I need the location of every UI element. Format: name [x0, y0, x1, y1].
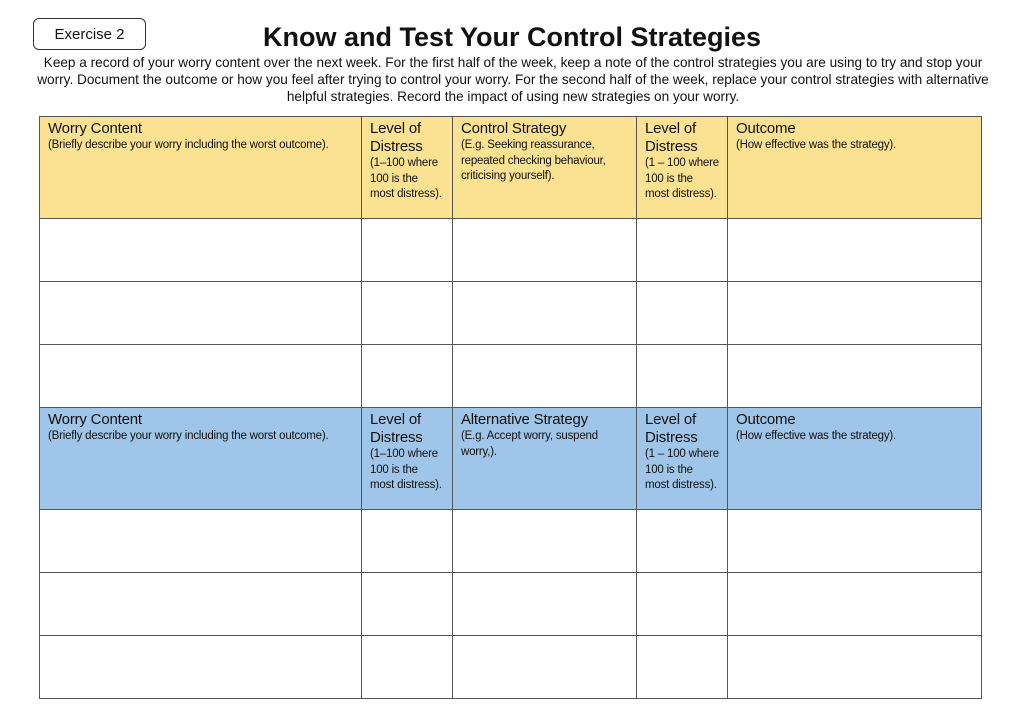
header-worry-content: Worry Content (Briefly describe your worr…: [39, 407, 362, 510]
entry-cell[interactable]: [452, 509, 637, 573]
entry-cell[interactable]: [39, 635, 362, 699]
column-title: Control Strategy: [461, 120, 567, 137]
entry-cell[interactable]: [636, 344, 728, 408]
column-subtitle: (1 – 100 where 100 is the most distress)…: [645, 448, 719, 491]
header-distress-before: Level of Distress (1–100 where 100 is the…: [361, 407, 453, 510]
column-subtitle: (1–100 where 100 is the most distress).: [370, 448, 442, 491]
header-distress-after: Level of Distress (1 – 100 where 100 is t…: [636, 407, 728, 510]
header-distress-before: Level of Distress (1–100 where 100 is the…: [361, 116, 453, 219]
header-worry-content: Worry Content (Briefly describe your worr…: [39, 116, 362, 219]
entry-cell[interactable]: [361, 281, 453, 345]
header-outcome: Outcome (How effective was the strategy).: [727, 116, 982, 219]
entry-cell[interactable]: [727, 344, 982, 408]
control-header-row: Worry Content (Briefly describe your worr…: [39, 116, 982, 219]
entry-cell[interactable]: [727, 572, 982, 636]
entry-cell[interactable]: [39, 344, 362, 408]
table-row: [39, 509, 982, 573]
entry-cell[interactable]: [452, 218, 637, 282]
entry-cell[interactable]: [636, 509, 728, 573]
header-distress-after: Level of Distress (1 – 100 where 100 is t…: [636, 116, 728, 219]
entry-cell[interactable]: [727, 281, 982, 345]
column-title: Level of Distress: [645, 120, 698, 155]
entry-cell[interactable]: [727, 218, 982, 282]
instructions: Keep a record of your worry content over…: [37, 55, 989, 104]
entry-cell[interactable]: [452, 344, 637, 408]
header-alternative-strategy: Alternative Strategy (E.g. Accept worry, …: [452, 407, 637, 510]
column-subtitle: (Briefly describe your worry including t…: [48, 430, 329, 442]
table-row: [39, 218, 982, 282]
entry-cell[interactable]: [39, 281, 362, 345]
entry-cell[interactable]: [361, 509, 453, 573]
entry-cell[interactable]: [727, 509, 982, 573]
column-title: Level of Distress: [370, 411, 423, 446]
header-outcome: Outcome (How effective was the strategy).: [727, 407, 982, 510]
column-title: Alternative Strategy: [461, 411, 588, 428]
entry-cell[interactable]: [636, 281, 728, 345]
entry-cell[interactable]: [39, 218, 362, 282]
column-title: Level of Distress: [645, 411, 698, 446]
worksheet-table: Worry Content (Briefly describe your worr…: [39, 116, 982, 699]
column-subtitle: (Briefly describe your worry including t…: [48, 139, 329, 151]
entry-cell[interactable]: [361, 635, 453, 699]
entry-cell[interactable]: [361, 344, 453, 408]
page-title: Know and Test Your Control Strategies: [262, 22, 762, 52]
column-subtitle: (How effective was the strategy).: [736, 430, 897, 442]
exercise-badge: Exercise 2: [33, 18, 146, 50]
column-subtitle: (1 – 100 where 100 is the most distress)…: [645, 157, 719, 200]
entry-cell[interactable]: [636, 635, 728, 699]
header-control-strategy: Control Strategy (E.g. Seeking reassuranc…: [452, 116, 637, 219]
entry-cell[interactable]: [636, 572, 728, 636]
alternative-header-row: Worry Content (Briefly describe your worr…: [39, 407, 982, 510]
column-title: Outcome: [736, 411, 796, 428]
entry-cell[interactable]: [452, 635, 637, 699]
column-subtitle: (E.g. Seeking reassurance, repeated chec…: [461, 139, 606, 182]
entry-cell[interactable]: [727, 635, 982, 699]
column-subtitle: (1–100 where 100 is the most distress).: [370, 157, 442, 200]
table-row: [39, 281, 982, 345]
entry-cell[interactable]: [452, 572, 637, 636]
entry-cell[interactable]: [39, 509, 362, 573]
column-title: Level of Distress: [370, 120, 423, 155]
table-row: [39, 635, 982, 699]
column-title: Worry Content: [48, 120, 142, 137]
entry-cell[interactable]: [361, 218, 453, 282]
entry-cell[interactable]: [361, 572, 453, 636]
column-title: Worry Content: [48, 411, 142, 428]
table-row: [39, 572, 982, 636]
column-subtitle: (E.g. Accept worry, suspend worry,).: [461, 430, 598, 458]
column-title: Outcome: [736, 120, 796, 137]
entry-cell[interactable]: [452, 281, 637, 345]
entry-cell[interactable]: [636, 218, 728, 282]
column-subtitle: (How effective was the strategy).: [736, 139, 897, 151]
entry-cell[interactable]: [39, 572, 362, 636]
table-row: [39, 344, 982, 408]
